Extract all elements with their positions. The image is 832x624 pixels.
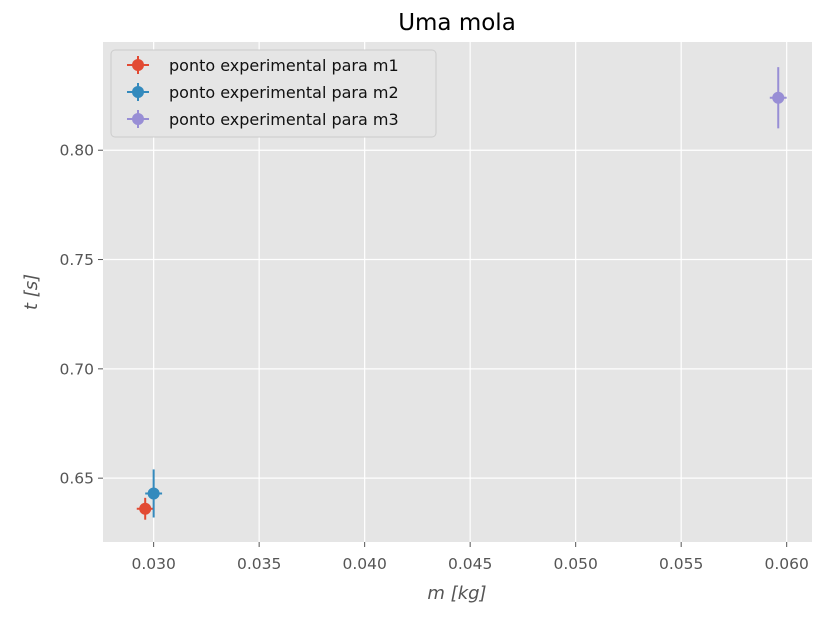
legend-entry-m1: ponto experimental para m1 (127, 56, 399, 75)
y-tick-label: 0.70 (59, 360, 94, 378)
legend-marker (132, 113, 144, 125)
y-tick-label: 0.75 (59, 251, 94, 269)
legend-entry-m2: ponto experimental para m2 (127, 83, 399, 102)
data-point-m2 (145, 469, 163, 518)
legend-label: ponto experimental para m3 (169, 110, 399, 129)
x-tick-label: 0.035 (237, 555, 281, 573)
marker (772, 91, 785, 104)
legend: ponto experimental para m1 ponto experime… (110, 49, 437, 138)
legend-label: ponto experimental para m2 (169, 83, 399, 102)
data-point-m3 (769, 67, 787, 129)
marker (147, 487, 160, 500)
chart-title: Uma mola (398, 10, 516, 36)
x-tick-label: 0.050 (553, 555, 597, 573)
legend-box (110, 49, 437, 138)
data-points (136, 67, 787, 520)
legend-label: ponto experimental para m1 (169, 56, 399, 75)
x-tick-label: 0.055 (659, 555, 703, 573)
y-tick-label: 0.65 (59, 470, 94, 488)
data-point-m1 (136, 497, 154, 520)
legend-marker (132, 59, 144, 71)
x-tick-label: 0.040 (342, 555, 386, 573)
x-tick-label: 0.045 (448, 555, 492, 573)
x-axis: 0.030 0.035 0.040 0.045 0.050 0.055 0.060 (131, 542, 809, 573)
y-tick-label: 0.80 (59, 142, 94, 160)
y-axis: 0.65 0.70 0.75 0.80 (59, 142, 103, 488)
marker (139, 502, 152, 515)
x-tick-label: 0.030 (131, 555, 175, 573)
legend-entry-m3: ponto experimental para m3 (127, 110, 399, 129)
x-tick-label: 0.060 (764, 555, 808, 573)
x-axis-label: m [kg] (427, 583, 486, 604)
y-axis-label: t [s] (21, 274, 42, 310)
legend-marker (132, 86, 144, 98)
